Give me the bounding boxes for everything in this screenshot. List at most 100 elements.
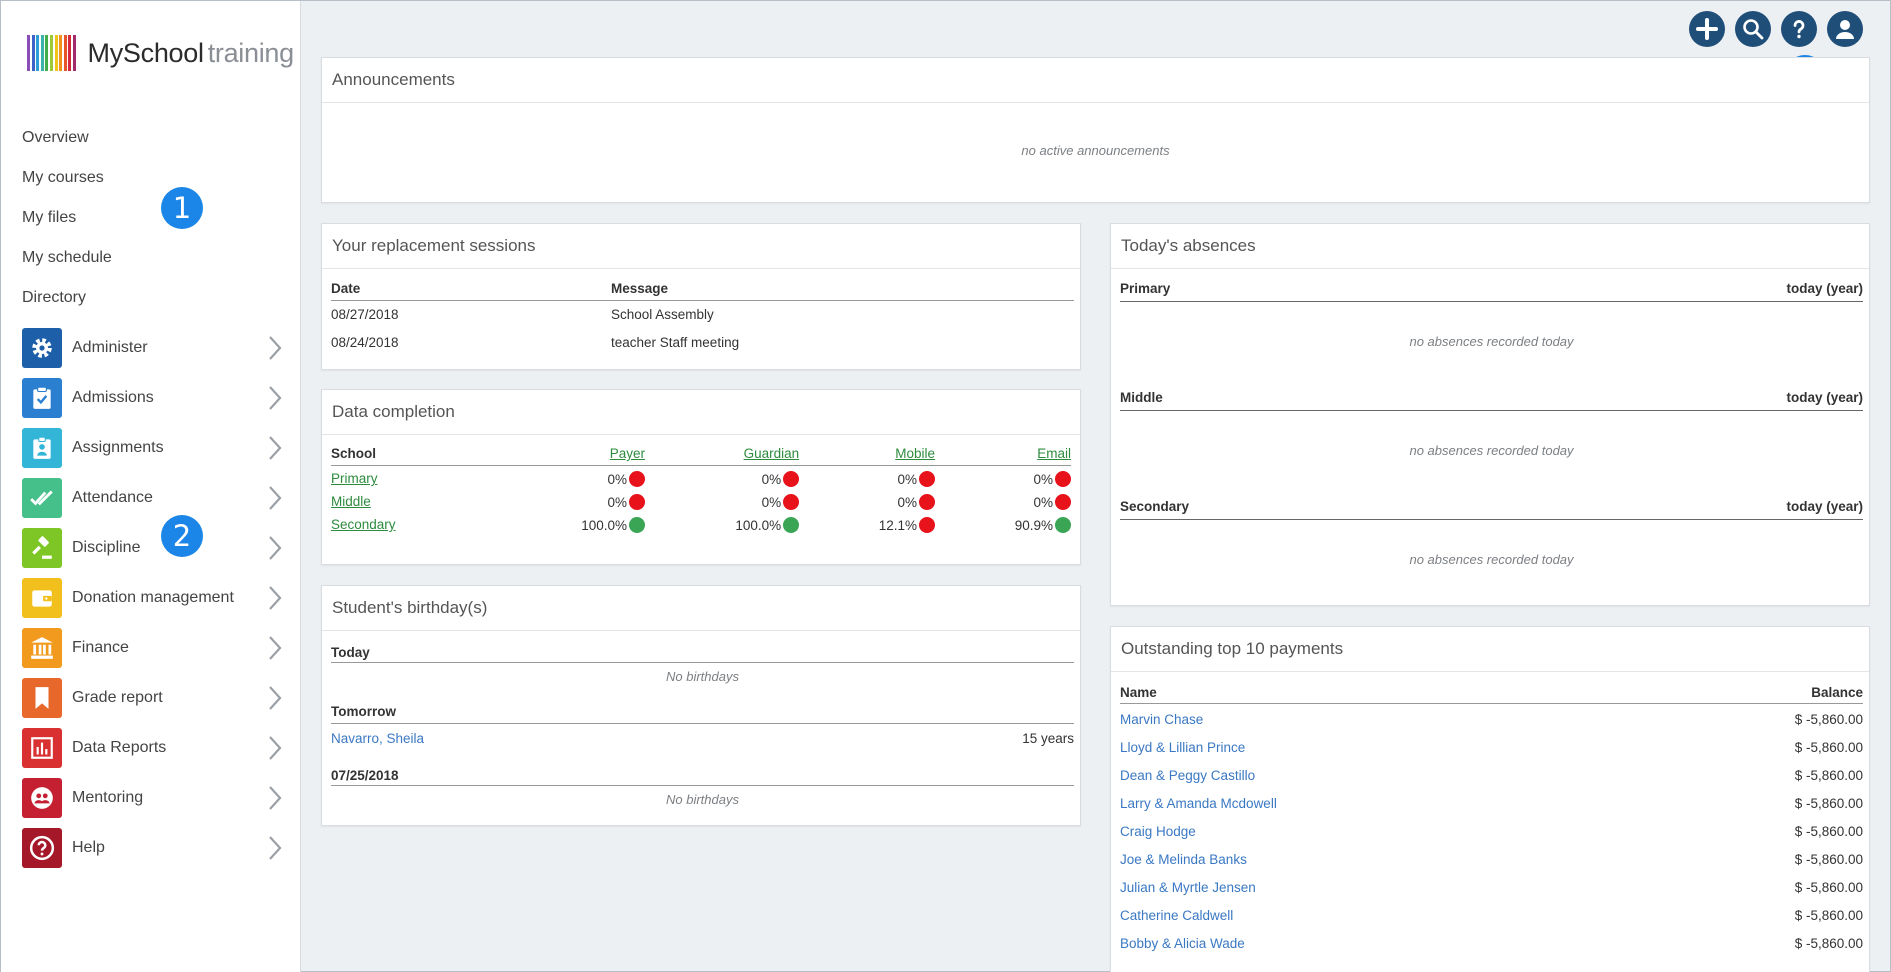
balance-cell: $ -5,860.00: [1794, 907, 1863, 923]
status-dot-icon: [629, 516, 646, 533]
absences-panel: Today's absences Primary today (year) no a…: [1110, 223, 1870, 606]
search-icon[interactable]: [1735, 11, 1771, 47]
balance-cell: $ -5,860.00: [1794, 935, 1863, 951]
status-dot-icon: [919, 493, 936, 510]
col-payer-link[interactable]: Payer: [609, 446, 646, 462]
chevron-right-icon[interactable]: [268, 786, 282, 810]
student-age: 15 years: [1022, 731, 1074, 746]
chevron-right-icon[interactable]: [268, 336, 282, 360]
chevron-right-icon[interactable]: [268, 636, 282, 660]
payer-name-link[interactable]: Larry & Amanda Mcdowell: [1120, 795, 1277, 811]
help-icon[interactable]: [1781, 11, 1817, 47]
payer-name-link[interactable]: Bobby & Alicia Wade: [1120, 935, 1245, 951]
chevron-right-icon[interactable]: [268, 486, 282, 510]
completion-value: 12.1%: [878, 517, 918, 533]
payer-name-link[interactable]: Julian & Myrtle Jensen: [1120, 879, 1256, 895]
absence-section-header: Secondary today (year): [1120, 487, 1863, 520]
empty-message: No birthdays: [666, 792, 739, 807]
chevron-right-icon[interactable]: [268, 586, 282, 610]
table-row: Dean & Peggy Castillo $ -5,860.00: [1120, 759, 1863, 787]
absence-section-header: Middle today (year): [1120, 378, 1863, 411]
nav-my-files[interactable]: My files: [22, 209, 77, 226]
school-link[interactable]: Secondary: [331, 517, 396, 532]
bookmark-icon: [22, 678, 62, 718]
section-name: Middle: [1120, 390, 1163, 405]
chevron-right-icon[interactable]: [268, 736, 282, 760]
panel-title: Today's absences: [1111, 224, 1869, 269]
callout-badge-2: 2: [161, 515, 203, 557]
table-row: Craig Hodge $ -5,860.00: [1120, 815, 1863, 843]
group-heading: 07/25/2018: [331, 754, 1074, 786]
school-link[interactable]: Middle: [331, 494, 371, 509]
sidebar-item-donation-management[interactable]: Donation management: [22, 573, 294, 623]
balance-cell: $ -5,860.00: [1794, 823, 1863, 839]
logo-text: MySchool training: [88, 37, 295, 69]
balance-cell: $ -5,860.00: [1794, 711, 1863, 727]
badge-person-icon: [22, 428, 62, 468]
gear-icon: [22, 328, 62, 368]
clipboard-check-icon: [22, 378, 62, 418]
plus-icon[interactable]: [1689, 11, 1725, 47]
user-icon[interactable]: [1827, 11, 1863, 47]
payer-name-link[interactable]: Craig Hodge: [1120, 823, 1196, 839]
payer-name-link[interactable]: Marvin Chase: [1120, 711, 1204, 727]
school-link[interactable]: Primary: [331, 471, 378, 487]
payer-name-link[interactable]: Dean & Peggy Castillo: [1120, 767, 1256, 783]
mentoring-icon: [22, 778, 62, 818]
col-name: Name: [1120, 684, 1157, 700]
payer-name-link[interactable]: Lloyd & Lillian Prince: [1120, 739, 1246, 755]
status-dot-icon: [783, 493, 800, 510]
sidebar-item-label: Donation management: [72, 589, 234, 606]
sidebar-item-discipline[interactable]: Discipline: [22, 523, 294, 573]
logo-bar: [59, 35, 63, 71]
completion-cell: 0%: [645, 488, 800, 511]
sidebar-item-grade-report[interactable]: Grade report: [22, 673, 294, 723]
double-check-icon: [22, 478, 62, 518]
col-guardian-link[interactable]: Guardian: [743, 446, 800, 462]
sidebar-item-finance[interactable]: Finance: [22, 623, 294, 673]
data-completion-panel: Data completion School Payer Guardian Mo…: [321, 389, 1081, 565]
sidebar-item-mentoring[interactable]: Mentoring: [22, 773, 294, 823]
sidebar-item-assignments[interactable]: Assignments: [22, 423, 294, 473]
chevron-right-icon[interactable]: [268, 536, 282, 560]
logo-bar: [36, 35, 40, 71]
chevron-right-icon[interactable]: [268, 436, 282, 460]
table-row: Joe & Melinda Banks $ -5,860.00: [1120, 843, 1863, 871]
sidebar-item-administer[interactable]: Administer: [22, 323, 294, 373]
sidebar-item-help[interactable]: Help: [22, 823, 294, 873]
nav-my-courses[interactable]: My courses: [22, 169, 104, 186]
section-name: Secondary: [1120, 499, 1190, 514]
completion-cell: 100.0%: [491, 511, 646, 534]
sidebar-item-data-reports[interactable]: Data Reports: [22, 723, 294, 773]
table-row: 08/27/2018 School Assembly: [331, 300, 1074, 328]
chevron-right-icon[interactable]: [268, 386, 282, 410]
panel-title: Data completion: [322, 390, 1080, 435]
app-logo[interactable]: MySchool training: [27, 35, 294, 71]
cell-message: teacher Staff meeting: [611, 334, 740, 350]
empty-message: no absences recorded today: [1409, 552, 1574, 567]
sidebar-item-label: Admissions: [72, 389, 154, 406]
table-row: 08/24/2018 teacher Staff meeting: [331, 328, 1074, 356]
payer-name-link[interactable]: Catherine Caldwell: [1120, 907, 1234, 923]
bar-chart-icon: [22, 728, 62, 768]
nav-directory[interactable]: Directory: [22, 289, 87, 306]
sidebar-item-admissions[interactable]: Admissions: [22, 373, 294, 423]
brand-sub: training: [207, 37, 294, 68]
nav-overview[interactable]: Overview: [22, 129, 89, 146]
status-dot-icon: [1055, 470, 1071, 487]
col-email-link[interactable]: Email: [1037, 446, 1071, 462]
cell-date: 08/24/2018: [331, 334, 399, 350]
top-toolbar: [1679, 11, 1863, 47]
sidebar-item-attendance[interactable]: Attendance: [22, 473, 294, 523]
student-name-link[interactable]: Navarro, Sheila: [331, 731, 425, 746]
balance-cell: $ -5,860.00: [1794, 767, 1863, 783]
col-mobile-link[interactable]: Mobile: [895, 446, 936, 462]
nav-my-schedule[interactable]: My schedule: [22, 249, 112, 266]
logo-bar: [45, 35, 49, 71]
replacement-sessions-panel: Your replacement sessions Date Message 0…: [321, 223, 1081, 370]
panel-title: Outstanding top 10 payments: [1111, 627, 1869, 672]
chevron-right-icon[interactable]: [268, 836, 282, 860]
table-row: Primary 0% 0% 0% 0%: [331, 465, 1071, 488]
chevron-right-icon[interactable]: [268, 686, 282, 710]
payer-name-link[interactable]: Joe & Melinda Banks: [1120, 851, 1247, 867]
